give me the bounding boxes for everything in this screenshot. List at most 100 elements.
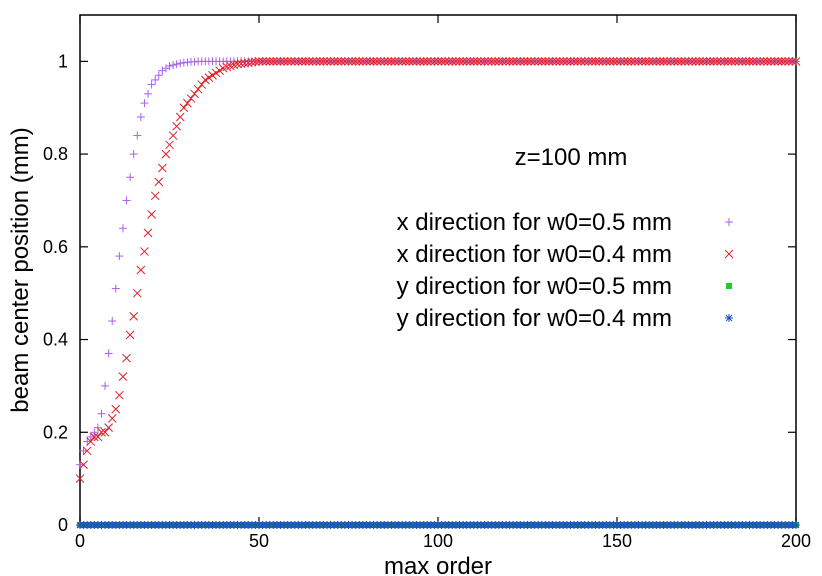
point-x-w04 <box>422 57 432 66</box>
point-x-w04 <box>519 57 529 66</box>
point-x-w04 <box>533 57 543 66</box>
point-x-w04 <box>741 57 751 66</box>
point-x-w04 <box>537 57 547 66</box>
point-x-w04 <box>705 57 715 66</box>
point-x-w04 <box>673 57 683 66</box>
point-x-w04 <box>437 57 446 66</box>
legend: x direction for w0=0.5 mm x direction for… <box>397 209 734 332</box>
point-x-w05 <box>126 173 135 182</box>
point-x-w05 <box>133 131 142 140</box>
point-x-w04 <box>727 57 736 66</box>
point-x-w04 <box>100 427 110 437</box>
point-x-w04 <box>157 163 167 173</box>
point-x-w04 <box>344 57 353 66</box>
point-x-w04 <box>276 57 285 66</box>
point-x-w04 <box>358 57 368 66</box>
point-x-w04 <box>483 57 493 66</box>
legend-marker-y-w04 <box>725 314 733 322</box>
point-x-w04 <box>662 57 672 66</box>
point-x-w04 <box>301 57 310 66</box>
point-x-w04 <box>451 57 461 66</box>
point-x-w04 <box>591 57 600 66</box>
point-x-w05 <box>144 89 153 98</box>
point-x-w04 <box>748 57 758 66</box>
point-x-w04 <box>440 57 450 66</box>
point-x-w05 <box>118 224 127 233</box>
point-x-w04 <box>530 57 540 66</box>
point-x-w05 <box>147 80 156 89</box>
point-x-w04 <box>605 57 615 66</box>
point-x-w04 <box>551 57 561 66</box>
point-x-w04 <box>737 57 747 66</box>
y-tick-label: 0.2 <box>43 422 68 442</box>
point-x-w04 <box>236 59 246 69</box>
point-x-w04 <box>75 474 85 483</box>
point-x-w04 <box>709 57 719 66</box>
point-x-w04 <box>616 57 625 66</box>
point-x-w04 <box>397 57 407 66</box>
point-x-w04 <box>387 57 396 66</box>
y-tick-label: 0.4 <box>43 330 68 350</box>
point-x-w04 <box>372 57 382 66</box>
point-x-w04 <box>544 57 554 66</box>
point-x-w05 <box>90 428 99 437</box>
point-x-w05 <box>79 446 88 455</box>
point-x-w04 <box>383 57 393 66</box>
point-x-w04 <box>251 57 260 67</box>
series-y-w04 <box>76 521 800 529</box>
y-axis-label: beam center position (mm) <box>7 127 34 412</box>
point-x-w04 <box>677 57 686 66</box>
point-x-w04 <box>193 84 203 94</box>
point-x-w04 <box>433 57 443 66</box>
point-x-w04 <box>286 57 296 66</box>
point-x-w04 <box>734 57 744 66</box>
point-x-w04 <box>143 228 153 238</box>
point-x-w04 <box>777 57 787 66</box>
point-x-w04 <box>490 57 500 66</box>
point-x-w04 <box>548 57 557 66</box>
point-x-w04 <box>501 57 511 66</box>
point-x-w04 <box>340 57 350 66</box>
point-x-w04 <box>347 57 357 66</box>
point-x-w04 <box>111 404 121 414</box>
point-x-w04 <box>730 57 740 66</box>
point-x-w04 <box>780 57 790 66</box>
point-x-w04 <box>107 414 117 423</box>
point-x-w04 <box>294 57 303 66</box>
point-x-w04 <box>304 57 314 66</box>
point-x-w05 <box>101 381 110 390</box>
point-x-w04 <box>462 57 471 66</box>
point-x-w04 <box>558 57 568 66</box>
point-x-w04 <box>623 57 633 66</box>
point-x-w05 <box>93 423 102 432</box>
point-x-w04 <box>759 57 769 66</box>
point-x-w04 <box>566 57 575 66</box>
point-x-w04 <box>458 57 468 66</box>
x-tick-label: 200 <box>781 531 811 551</box>
point-x-w04 <box>480 57 489 66</box>
legend-label-y-w05: y direction for w0=0.5 mm <box>397 273 672 300</box>
point-x-w04 <box>222 62 232 72</box>
point-x-w05 <box>172 60 181 69</box>
point-x-w04 <box>562 57 572 66</box>
point-x-w04 <box>226 61 235 71</box>
point-x-w04 <box>261 57 271 66</box>
annotation-label: z=100 mm <box>515 144 628 171</box>
point-x-w04 <box>336 57 346 66</box>
point-x-w04 <box>634 57 643 66</box>
point-x-w05 <box>86 432 95 441</box>
point-x-w04 <box>283 57 292 66</box>
point-x-w04 <box>465 57 475 66</box>
point-x-w05 <box>136 113 145 121</box>
point-x-w04 <box>172 121 182 131</box>
point-x-w04 <box>523 57 532 66</box>
point-x-w04 <box>576 57 586 66</box>
point-x-w04 <box>687 57 697 66</box>
legend-label-y-w04: y direction for w0=0.4 mm <box>397 305 672 332</box>
data-points <box>75 57 801 529</box>
point-x-w04 <box>444 57 454 66</box>
point-x-w05 <box>154 71 163 80</box>
point-x-w04 <box>376 57 386 66</box>
legend-marker-x-w05 <box>725 218 733 226</box>
point-x-w04 <box>132 288 142 298</box>
